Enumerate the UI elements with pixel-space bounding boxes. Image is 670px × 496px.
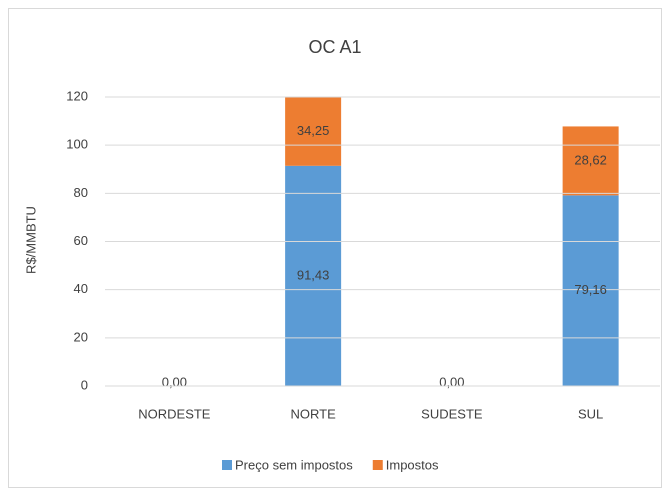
y-tick-label: 80: [74, 185, 88, 200]
y-tick-label: 40: [74, 281, 88, 296]
data-label: 91,43: [297, 267, 330, 282]
data-label: 0,00: [162, 374, 187, 389]
bar-segment: [562, 126, 619, 196]
y-tick-label: 20: [74, 329, 88, 344]
legend-swatch: [372, 460, 383, 470]
y-tick-label: 0: [81, 377, 88, 392]
x-tick-label: NORTE: [290, 406, 336, 421]
legend-swatch: [222, 460, 232, 470]
legend-label: Preço sem impostos: [235, 457, 353, 472]
data-label: 28,62: [574, 152, 607, 167]
plot-area: [285, 97, 619, 386]
x-tick-label: SUL: [578, 406, 603, 421]
y-tick-label: 100: [66, 137, 88, 152]
y-tick-label: 60: [74, 233, 88, 248]
bar-segment: [285, 97, 342, 166]
data-label: 79,16: [574, 282, 607, 297]
bar-segment: [285, 165, 342, 386]
y-axis-label: R$/MMBTU: [23, 206, 38, 274]
x-tick-label: NORDESTE: [138, 406, 211, 421]
x-tick-label: SUDESTE: [421, 406, 483, 421]
data-label: 34,25: [297, 123, 330, 138]
legend-label: Impostos: [386, 457, 439, 472]
chart-title: OC A1: [308, 37, 361, 57]
data-label: 0,00: [439, 374, 464, 389]
bar-segment: [562, 195, 619, 386]
y-tick-label: 120: [66, 88, 88, 103]
